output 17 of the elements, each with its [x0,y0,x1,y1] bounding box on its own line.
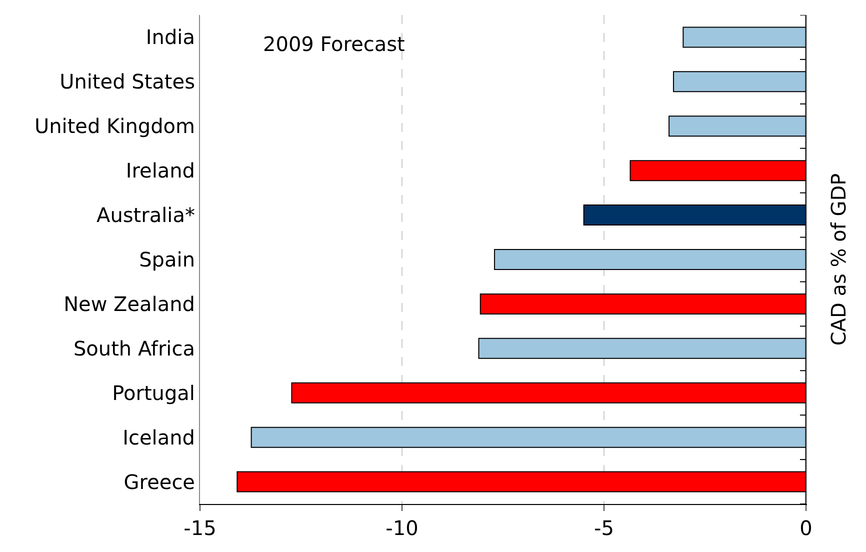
y-axis-title: CAD as % of GDP [826,173,851,346]
y-tick-label: Portugal [112,380,195,405]
y-tick-label: New Zealand [64,292,195,316]
y-tick-label: India [146,25,195,50]
y-tick-label: Greece [124,470,195,494]
x-tick-label: -15 [184,516,216,540]
y-tick-label: Iceland [122,425,195,450]
y-tick-label: Australia* [96,203,195,228]
y-tick-label: United Kingdom [34,114,195,138]
x-tick-label: 0 [800,516,812,540]
y-tick-label: Spain [139,248,195,272]
annotation: 2009 Forecast [263,32,406,56]
y-tick-label: Ireland [126,158,195,183]
y-tick-label: United States [60,70,195,94]
x-tick-label: -5 [594,516,614,540]
x-tick-label: -10 [386,516,418,540]
y-tick-label: South Africa [73,336,195,360]
